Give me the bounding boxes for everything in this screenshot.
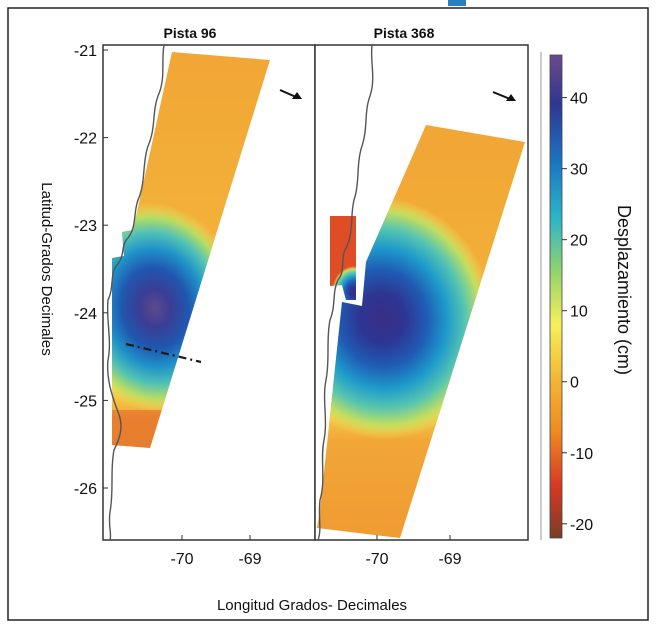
panel-1-title: Pista 96 — [164, 25, 217, 41]
fault-trace — [125, 342, 202, 364]
y-tick-label: -26 — [74, 481, 97, 498]
x-tick-label-panel-2: -69 — [438, 551, 461, 568]
motion-arrow-2-shaft — [492, 91, 511, 100]
x-tick-label-panel-1: -70 — [170, 551, 193, 568]
y-tick-label: -21 — [74, 43, 97, 60]
colorbar-tick-label: -20 — [570, 517, 593, 534]
motion-arrow-1-head — [292, 92, 302, 99]
y-axis-ticks: -21 -22 -23 -24 -25 -26 — [74, 43, 108, 498]
motion-arrow-1-shaft — [279, 89, 297, 98]
x-axis-ticks: -70 -69 -70 -69 — [170, 535, 462, 568]
y-tick-label: -23 — [74, 218, 97, 235]
accent-mark — [448, 0, 466, 6]
y-tick-label: -22 — [74, 131, 97, 148]
outer-border — [7, 7, 649, 621]
coastline-panel-1 — [106, 44, 165, 541]
colorbar-ticks: 40 30 20 10 0 -10 -20 — [562, 91, 593, 534]
x-axis-title: Longitud Grados- Decimales — [217, 597, 407, 614]
colorbar-title: Desplazamiento (cm) — [614, 205, 634, 375]
motion-arrow-2-head — [506, 94, 516, 101]
colorbar-tick-label: 20 — [570, 233, 588, 250]
colorbar — [549, 54, 563, 539]
y-tick-label: -24 — [74, 306, 97, 323]
x-tick-label-panel-2: -70 — [365, 551, 388, 568]
colorbar-tick-label: 40 — [570, 91, 588, 108]
colorbar-tick-label: 0 — [570, 375, 579, 392]
colorbar-tick-label: 30 — [570, 162, 588, 179]
x-tick-label-panel-1: -69 — [238, 551, 261, 568]
panel-2-title: Pista 368 — [374, 25, 435, 41]
y-tick-label: -25 — [74, 393, 97, 410]
colorbar-tick-label: 10 — [570, 304, 588, 321]
y-axis-title: Latitud-Grados Decimales — [38, 182, 55, 355]
colorbar-tick-label: -10 — [570, 446, 593, 463]
coastline-panel-2 — [317, 44, 374, 541]
